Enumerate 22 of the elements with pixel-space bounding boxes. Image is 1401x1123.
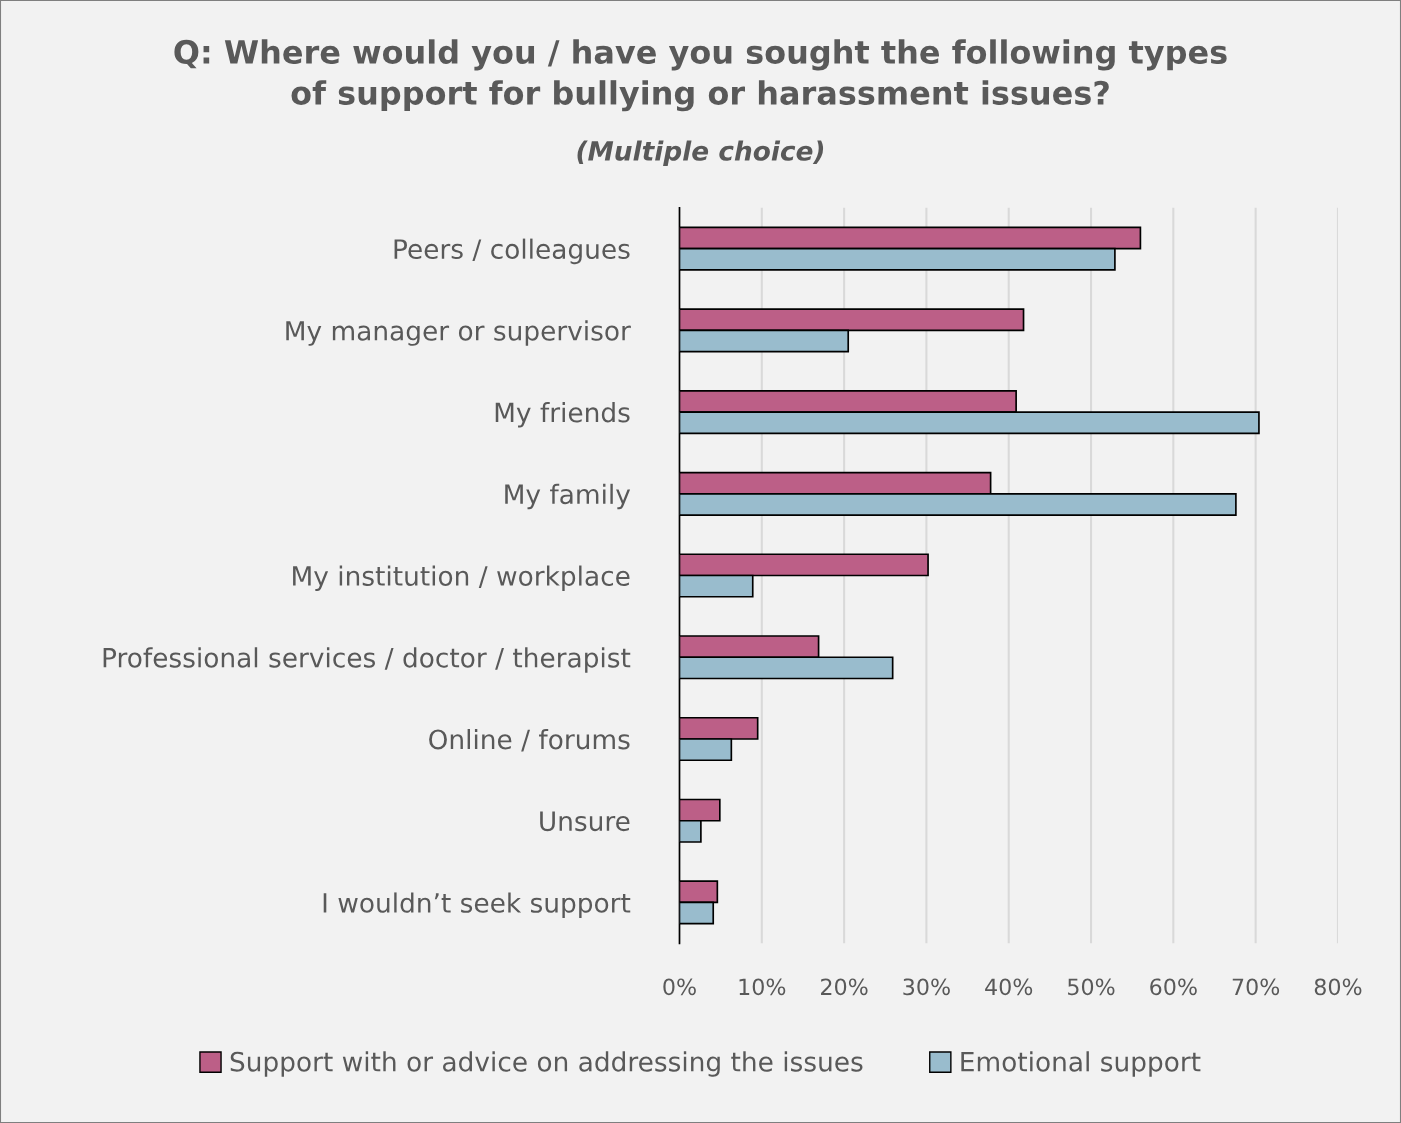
x-tick-label: 10%: [739, 978, 786, 996]
legend-label: Emotional support: [961, 1051, 1201, 1077]
y-tick-label: My manager or supervisor: [286, 320, 631, 346]
y-tick-label: Professional services / doctor / therapist: [103, 647, 631, 673]
y-tick-label: My family: [505, 483, 631, 510]
chart-title: Q: Where would you / have you sought the following types of support for bullying or harassment issues?: [174, 39, 1227, 112]
x-tick-label: 40%: [985, 978, 1033, 996]
x-tick-label: 70%: [1232, 978, 1280, 996]
y-tick-label: My institution / workplace: [293, 565, 630, 592]
x-tick-label: 0%: [663, 978, 696, 996]
chart-subtitle: (Multiple choice): [577, 140, 824, 166]
y-tick-label: My friends: [495, 402, 630, 428]
y-tick-label: Unsure: [540, 811, 630, 832]
y-tick-label: Peers / colleagues: [394, 238, 630, 265]
x-tick-label: 30%: [903, 978, 950, 996]
y-tick-label: I wouldn’t seek support: [323, 892, 631, 918]
x-tick-label: 80%: [1314, 978, 1362, 996]
legend-label: Support with or advice on addressing the issues: [230, 1051, 863, 1077]
x-tick-label: 60%: [1150, 978, 1197, 996]
x-tick-label: 20%: [821, 978, 868, 996]
y-tick-label: Online / forums: [429, 728, 630, 752]
x-tick-label: 50%: [1068, 978, 1115, 996]
